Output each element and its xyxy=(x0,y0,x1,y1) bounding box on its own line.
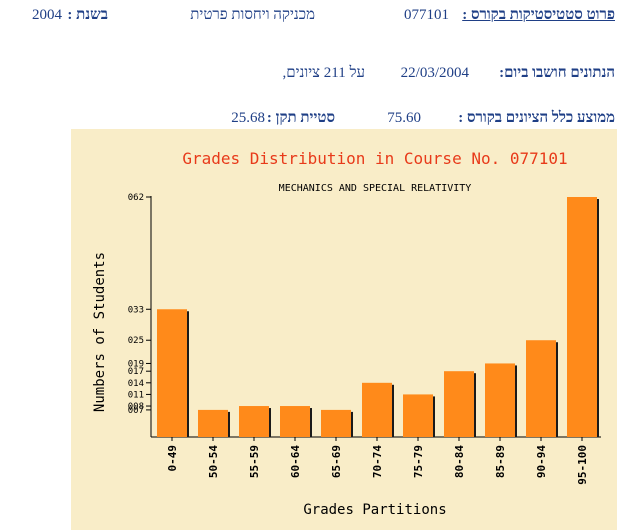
x-tick-label-group: 0-49 50-54 55-59 60-64 65-69 70-74 75-79 80-84 8… xyxy=(166,437,589,485)
y-tick-label: 019 xyxy=(128,359,144,369)
y-tick-label: 011 xyxy=(128,390,144,400)
x-tick-label: 80-84 xyxy=(453,445,466,478)
x-tick-label: 95-100 xyxy=(576,445,589,485)
x-tick-label: 60-64 xyxy=(289,445,302,478)
x-tick-label: 65-69 xyxy=(330,445,343,478)
year-label: בשנת : xyxy=(67,7,108,23)
course-number: 077101 xyxy=(404,7,449,23)
bar xyxy=(403,394,433,437)
bar xyxy=(321,409,351,437)
bar xyxy=(526,340,556,437)
computed-date: 22/03/2004 xyxy=(400,65,469,81)
average-value: 75.60 xyxy=(387,110,421,126)
y-tick-label: 025 xyxy=(128,336,144,346)
x-axis-label: Grades Partitions xyxy=(303,502,446,518)
stats-line: ממוצע כלל הציונים בקורס : 75.60 סטיית תק… xyxy=(0,110,629,132)
bar-group xyxy=(157,197,599,437)
x-tick-label: 50-54 xyxy=(207,445,220,478)
course-details-label: פרוט סטטיסטיקות בקורס : xyxy=(462,7,615,23)
bar xyxy=(198,409,228,437)
x-tick-label: 85-89 xyxy=(494,445,507,478)
y-tick-label: 017 xyxy=(128,367,144,377)
x-tick-label: 75-79 xyxy=(412,445,425,478)
bar xyxy=(362,382,392,437)
bar xyxy=(567,197,597,437)
grades-count-text: על 211 ציונים, xyxy=(282,65,365,81)
x-tick-label: 90-94 xyxy=(535,445,548,478)
bar xyxy=(239,406,269,437)
course-header-line: פרוט סטטיסטיקות בקורס : 077101 מכניקה וי… xyxy=(0,7,629,29)
y-axis-label: Numbers of Students xyxy=(92,252,108,412)
y-tick-label: 014 xyxy=(128,379,144,389)
chart-subtitle: MECHANICS AND SPECIAL RELATIVITY xyxy=(279,183,472,194)
bar xyxy=(280,406,310,437)
course-name: מכניקה ויחסות פרטית xyxy=(190,7,315,23)
bar xyxy=(444,371,474,437)
stddev-label: סטיית תקן : xyxy=(266,110,335,126)
bar xyxy=(157,309,187,437)
chart-title: Grades Distribution in Course No. 077101 xyxy=(182,149,567,168)
x-tick-label: 0-49 xyxy=(166,445,179,472)
y-tick-label: 062 xyxy=(128,193,144,203)
average-label: ממוצע כלל הציונים בקורס : xyxy=(458,110,615,126)
year-value: 2004 xyxy=(32,7,62,23)
y-tick-label: 008 xyxy=(128,402,144,412)
computed-label: הנתונים חושבו ביום: xyxy=(499,65,615,81)
bar xyxy=(485,363,515,437)
grades-distribution-chart: Grades Distribution in Course No. 077101… xyxy=(71,129,617,530)
x-tick-label: 70-74 xyxy=(371,445,384,478)
computed-line: הנתונים חושבו ביום: 22/03/2004 על 211 צי… xyxy=(0,65,629,87)
y-tick-label: 007 xyxy=(128,406,144,416)
y-tick-label: 033 xyxy=(128,305,144,315)
x-tick-label: 55-59 xyxy=(248,445,261,478)
stddev-value: 25.68 xyxy=(231,110,265,126)
